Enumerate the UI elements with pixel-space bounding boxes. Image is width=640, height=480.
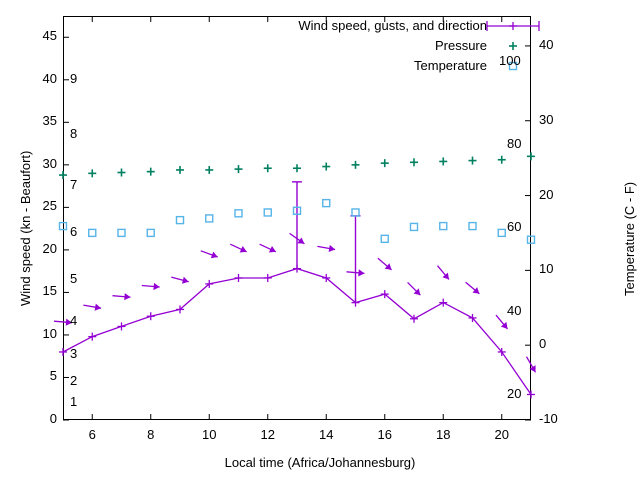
wind-direction-arrow bbox=[289, 232, 305, 245]
wind-direction-arrow bbox=[200, 250, 218, 259]
temperature-marker bbox=[117, 228, 126, 238]
temperature-marker bbox=[292, 206, 302, 215]
wind-direction-arrow bbox=[259, 243, 277, 253]
y-tick-label: 20 bbox=[42, 240, 57, 256]
beaufort-label: 5 bbox=[70, 270, 78, 286]
fahrenheit-label: 40 bbox=[507, 303, 522, 319]
y2-axis-label: Temperature (C - F) bbox=[622, 181, 637, 296]
wind-direction-arrow bbox=[525, 356, 537, 373]
y2-tick-label: 10 bbox=[539, 261, 554, 277]
beaufort-label: 7 bbox=[70, 177, 78, 193]
y2-tick-label: 0 bbox=[539, 336, 547, 352]
x-tick-label: 14 bbox=[319, 427, 334, 442]
wind-direction-arrow bbox=[230, 243, 247, 253]
x-tick-label: 20 bbox=[494, 427, 509, 442]
beaufort-label: 3 bbox=[70, 345, 78, 361]
x-tick-label: 10 bbox=[202, 427, 217, 442]
y-tick-label: 25 bbox=[42, 198, 57, 214]
legend-item-label[interactable]: Temperature bbox=[414, 58, 487, 73]
y-tick-label: 10 bbox=[42, 325, 57, 341]
x-tick-label: 18 bbox=[436, 427, 451, 442]
temperature-marker bbox=[175, 215, 185, 225]
y-tick-label: 5 bbox=[49, 368, 57, 384]
y-tick-label: 40 bbox=[42, 70, 57, 86]
temperature-marker bbox=[468, 221, 477, 231]
beaufort-label: 9 bbox=[70, 70, 78, 86]
fahrenheit-label: 60 bbox=[507, 219, 522, 235]
temperature-marker bbox=[351, 208, 360, 217]
temperature-marker bbox=[497, 228, 506, 238]
y-tick-label: 45 bbox=[42, 28, 57, 44]
temperature-marker bbox=[263, 208, 272, 217]
wind-direction-arrow bbox=[346, 269, 365, 277]
wind-direction-arrow bbox=[171, 276, 189, 284]
y-tick-label: 15 bbox=[42, 283, 57, 299]
temperature-marker bbox=[146, 228, 155, 238]
temperature-marker bbox=[58, 221, 68, 231]
x-tick-label: 16 bbox=[377, 427, 392, 442]
temperature-marker bbox=[526, 235, 536, 244]
wind-direction-arrow bbox=[437, 265, 450, 280]
beaufort-label: 4 bbox=[70, 313, 78, 329]
x-tick-label: 12 bbox=[260, 427, 275, 442]
fahrenheit-label: 80 bbox=[507, 136, 522, 152]
x-axis-label: Local time (Africa/Johannesburg) bbox=[224, 455, 416, 470]
x-tick-label: 6 bbox=[88, 427, 96, 442]
temperature-marker bbox=[439, 221, 448, 231]
y2-tick-label: 20 bbox=[539, 186, 554, 202]
temperature-marker bbox=[205, 214, 214, 223]
wind-direction-arrow bbox=[83, 303, 102, 311]
y2-tick-label: 30 bbox=[539, 111, 554, 127]
wind-direction-arrow bbox=[465, 281, 480, 295]
legend-item-label[interactable]: Wind speed, gusts, and direction bbox=[298, 18, 487, 33]
wind-direction-arrow bbox=[377, 257, 393, 271]
temperature-marker bbox=[322, 198, 331, 208]
temperature-marker bbox=[409, 222, 419, 232]
beaufort-label: 1 bbox=[70, 393, 78, 409]
plot-area bbox=[63, 16, 531, 420]
fahrenheit-label: 20 bbox=[507, 386, 522, 402]
wind-direction-arrow bbox=[495, 314, 508, 330]
x-tick-label: 8 bbox=[147, 427, 155, 442]
legend-temperature-marker bbox=[508, 61, 518, 71]
fahrenheit-label: 100 bbox=[499, 53, 521, 69]
legend-item-label[interactable]: Pressure bbox=[434, 38, 487, 53]
y2-tick-label: -10 bbox=[539, 411, 558, 426]
y2-tick-label: 40 bbox=[539, 36, 554, 52]
beaufort-label: 8 bbox=[70, 126, 78, 142]
temperature-marker bbox=[88, 228, 97, 238]
beaufort-label: 6 bbox=[70, 223, 78, 239]
temperature-marker bbox=[380, 234, 389, 244]
wind-direction-arrow bbox=[112, 293, 131, 301]
wind-direction-arrow bbox=[53, 318, 73, 326]
wind-direction-arrow bbox=[141, 282, 160, 291]
wind-direction-arrow bbox=[317, 244, 336, 252]
beaufort-label: 2 bbox=[70, 372, 78, 388]
y-tick-label: 35 bbox=[42, 113, 57, 129]
wind-speed-line bbox=[62, 267, 532, 395]
y-tick-label: 0 bbox=[49, 411, 57, 426]
wind-direction-arrow bbox=[407, 281, 421, 296]
temperature-marker bbox=[234, 209, 243, 218]
y-axis-label: Wind speed (kn - Beaufort) bbox=[18, 150, 33, 306]
y-tick-label: 30 bbox=[42, 155, 57, 171]
